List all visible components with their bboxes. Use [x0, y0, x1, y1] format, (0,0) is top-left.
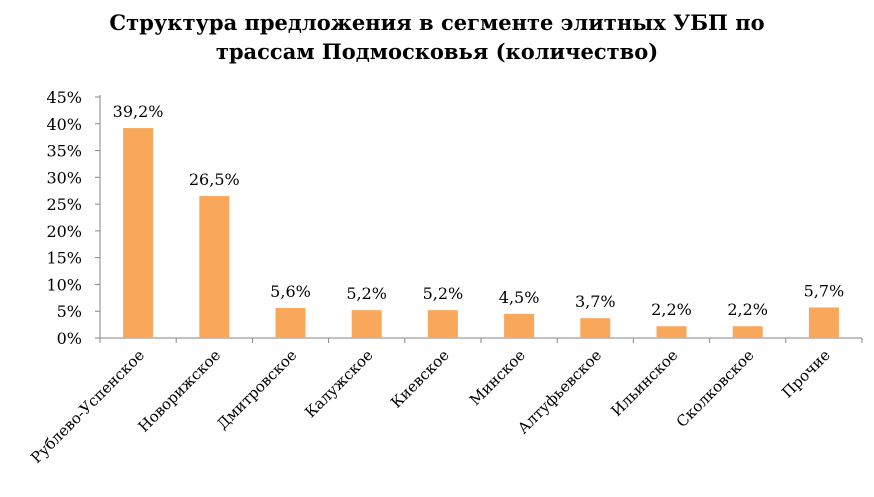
- category-label: Киевское: [387, 346, 453, 412]
- category-label: Калужское: [301, 346, 376, 421]
- bars: [123, 128, 839, 338]
- y-tick-label: 25%: [46, 195, 82, 214]
- category-label: Новорижское: [135, 346, 225, 436]
- data-label: 3,7%: [575, 292, 616, 311]
- category-label: Прочие: [778, 346, 834, 402]
- data-label: 4,5%: [499, 288, 540, 307]
- bar: [351, 310, 382, 338]
- y-tick-label: 35%: [46, 142, 82, 161]
- category-label: Дмитровское: [213, 346, 300, 433]
- y-tick-label: 40%: [46, 115, 82, 134]
- bar: [504, 313, 535, 338]
- data-label: 5,6%: [270, 282, 311, 301]
- y-tick-label: 15%: [46, 249, 82, 268]
- category-label: Ильинское: [607, 346, 681, 420]
- data-label: 5,2%: [423, 284, 464, 303]
- data-label: 2,2%: [727, 300, 768, 319]
- x-axis: [99, 337, 863, 343]
- data-label: 5,7%: [804, 281, 845, 300]
- bar: [199, 196, 230, 338]
- category-label: Рублево-Успенское: [27, 346, 148, 467]
- chart-title-line-2: трассам Подмосковья (количество): [215, 39, 659, 64]
- data-label: 2,2%: [651, 300, 692, 319]
- chart-title-line-1: Структура предложения в сегменте элитных…: [109, 10, 765, 35]
- bar: [732, 326, 763, 338]
- bar: [656, 326, 687, 338]
- y-tick-label: 45%: [46, 88, 82, 107]
- y-tick-label: 0%: [57, 329, 82, 348]
- data-label: 5,2%: [346, 284, 387, 303]
- y-tick-label: 20%: [46, 222, 82, 241]
- data-labels: 39,2% 26,5% 5,6% 5,2% 5,2% 4,5% 3,7% 2,2% 2,2% 5,…: [113, 102, 845, 319]
- y-axis: 0% 5% 10% 15% 20% 25% 30% 35% 40% 45%: [46, 88, 101, 348]
- bar: [123, 128, 154, 338]
- y-tick-label: 5%: [57, 302, 82, 321]
- chart-title: Структура предложения в сегменте элитных…: [0, 8, 874, 66]
- category-label: Сколковское: [673, 346, 758, 431]
- bar: [580, 318, 611, 338]
- data-label: 26,5%: [189, 170, 240, 189]
- category-label: Минское: [466, 346, 529, 409]
- bar: [427, 310, 458, 338]
- bar: [808, 307, 839, 338]
- y-tick-label: 30%: [46, 168, 82, 187]
- bar: [275, 308, 306, 338]
- y-tick-label: 10%: [46, 275, 82, 294]
- data-label: 39,2%: [113, 102, 164, 121]
